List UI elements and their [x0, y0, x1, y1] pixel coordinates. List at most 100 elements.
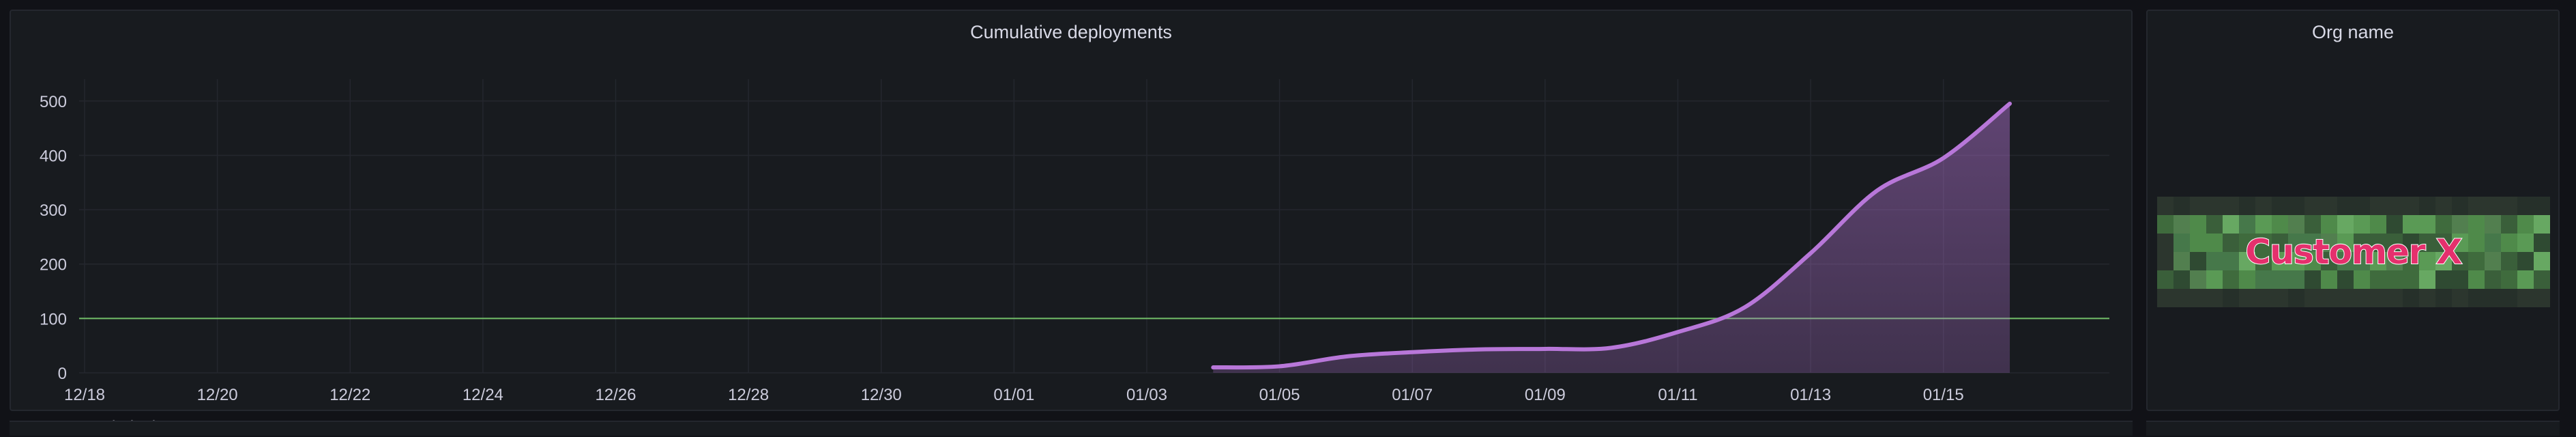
x-tick-label: 01/05 [1259, 386, 1300, 404]
x-tick-label: 12/22 [330, 386, 370, 404]
cumulative-deployments-panel[interactable]: Cumulative deployments 0 100 200 300 400 500 1… [10, 10, 2133, 436]
logo-pixel [2419, 252, 2436, 271]
logo-pixel [2157, 270, 2174, 290]
logo-pixel [2485, 197, 2502, 216]
logo-pixel [2403, 197, 2420, 216]
logo-pixel [2435, 215, 2453, 234]
logo-pixel [2501, 197, 2518, 216]
logo-pixel [2370, 234, 2387, 253]
logo-pixel [2239, 234, 2256, 253]
logo-pixel [2190, 215, 2207, 234]
logo-pixel [2435, 234, 2453, 253]
logo-pixel [2288, 289, 2305, 308]
y-tick-label: 400 [40, 147, 67, 165]
logo-pixel [2304, 197, 2322, 216]
logo-pixel [2419, 289, 2436, 308]
series-line [1211, 101, 2012, 370]
logo-pixel [2272, 197, 2289, 216]
logo-pixel [2386, 234, 2403, 253]
logo-pixel [2190, 197, 2207, 216]
x-tick-label: 01/09 [1525, 386, 1566, 404]
logo-pixel [2304, 270, 2322, 290]
logo-pixel [2272, 215, 2289, 234]
logo-pixel [2354, 252, 2371, 271]
x-tick-label: 12/24 [463, 386, 503, 404]
logo-pixel [2468, 197, 2485, 216]
logo-pixel [2485, 215, 2502, 234]
logo-pixel [2534, 234, 2551, 253]
logo-pixel [2223, 234, 2240, 253]
logo-pixel [2386, 215, 2403, 234]
logo-pixel [2321, 270, 2338, 290]
org-logo-image: Customer X [2157, 197, 2551, 308]
logo-pixel [2255, 270, 2272, 290]
logo-pixel [2354, 270, 2371, 290]
logo-pixel [2403, 270, 2420, 290]
logo-pixel [2517, 234, 2534, 253]
logo-pixel [2403, 252, 2420, 271]
logo-pixel [2304, 215, 2322, 234]
logo-pixel [2501, 215, 2518, 234]
logo-pixel [2534, 215, 2551, 234]
y-tick-label: 300 [40, 201, 67, 220]
logo-pixel [2223, 289, 2240, 308]
x-tick-label: 01/11 [1658, 386, 1697, 404]
x-tick-label: 01/03 [1126, 386, 1167, 404]
logo-pixel [2206, 234, 2223, 253]
logo-pixel [2255, 289, 2272, 308]
logo-pixel [2452, 197, 2469, 216]
logo-pixel [2174, 289, 2191, 308]
logo-pixel [2501, 234, 2518, 253]
logo-pixel [2174, 252, 2191, 271]
logo-pixel [2452, 289, 2469, 308]
org-name-panel[interactable]: Org name Customer X [2146, 10, 2560, 411]
panel-title[interactable]: Org name [2311, 22, 2395, 42]
logo-pixel [2239, 252, 2256, 271]
logo-pixel [2321, 197, 2338, 216]
logo-pixel [2304, 252, 2322, 271]
logo-pixel [2419, 234, 2436, 253]
logo-pixel [2386, 270, 2403, 290]
logo-pixel [2354, 197, 2371, 216]
logo-pixel [2403, 215, 2420, 234]
deployments-chart: 0 100 200 300 400 500 12/18 12/20 12/22 12/24 12/2… [40, 79, 2109, 404]
logo-pixel [2304, 289, 2322, 308]
x-tick-label: 12/28 [728, 386, 769, 404]
logo-pixel [2157, 252, 2174, 271]
logo-pixel [2174, 197, 2191, 216]
logo-pixel [2435, 270, 2453, 290]
x-tick-label: 01/15 [1923, 386, 1964, 404]
x-tick-label: 01/13 [1790, 386, 1831, 404]
logo-pixel [2354, 289, 2371, 308]
logo-pixel [2386, 289, 2403, 308]
logo-pixel [2255, 197, 2272, 216]
logo-pixel [2206, 270, 2223, 290]
logo-pixel [2386, 197, 2403, 216]
logo-pixel [2419, 197, 2436, 216]
logo-pixel [2452, 215, 2469, 234]
logo-pixel [2206, 215, 2223, 234]
logo-pixel [2485, 289, 2502, 308]
logo-pixel [2485, 234, 2502, 253]
logo-pixel [2517, 289, 2534, 308]
logo-pixel [2206, 289, 2223, 308]
logo-pixel [2452, 252, 2469, 271]
logo-pixel [2206, 197, 2223, 216]
y-tick-label: 100 [40, 310, 67, 328]
logo-pixel [2468, 252, 2485, 271]
logo-pixel [2452, 234, 2469, 253]
logo-pixel [2452, 270, 2469, 290]
logo-pixel [2239, 289, 2256, 308]
series-area-fill [1213, 103, 2010, 373]
logo-pixel [2190, 270, 2207, 290]
logo-pixel [2321, 234, 2338, 253]
logo-pixel [2288, 234, 2305, 253]
logo-pixel [2223, 197, 2240, 216]
logo-pixel [2354, 215, 2371, 234]
logo-pixel [2255, 234, 2272, 253]
y-tick-label: 500 [40, 93, 67, 111]
logo-pixel [2337, 215, 2354, 234]
logo-pixel [2272, 252, 2289, 271]
panel-title[interactable]: Cumulative deployments [970, 22, 1172, 42]
x-tick-label: 12/18 [64, 386, 105, 404]
